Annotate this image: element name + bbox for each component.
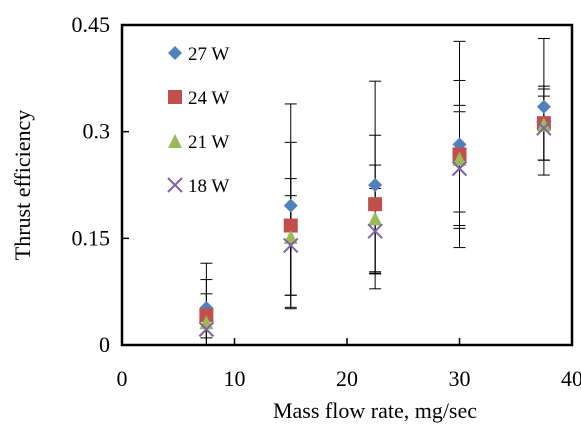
y-tick-label: 0.15 xyxy=(72,225,111,250)
plot-area xyxy=(120,23,574,347)
x-tick-label: 20 xyxy=(336,366,358,391)
data-point xyxy=(368,197,383,212)
legend-label: 24 W xyxy=(188,88,229,109)
data-point xyxy=(368,211,383,226)
legend-label: 18 W xyxy=(188,176,229,197)
y-axis: 0 0.15 0.3 0.45 xyxy=(72,12,129,357)
y-tick-label: 0.45 xyxy=(72,12,111,37)
x-tick-label: 30 xyxy=(449,366,471,391)
legend: 27 W 24 W 21 W 18 W xyxy=(167,44,229,197)
legend-label: 27 W xyxy=(188,44,229,65)
legend-marker xyxy=(168,90,182,104)
data-point xyxy=(367,223,383,239)
data-point xyxy=(536,117,551,132)
x-axis-title: Mass flow rate, mg/sec xyxy=(273,398,477,423)
data-point xyxy=(283,218,298,233)
x-axis: 0 10 20 30 40 xyxy=(117,338,581,391)
y-tick-label: 0.3 xyxy=(83,119,111,144)
data-point xyxy=(199,308,214,323)
x-tick-label: 0 xyxy=(117,366,128,391)
legend-marker xyxy=(168,46,182,60)
legend-label: 21 W xyxy=(188,132,229,153)
data-point xyxy=(452,151,467,166)
x-tick-label: 10 xyxy=(224,366,246,391)
data-point xyxy=(451,160,468,177)
data-points xyxy=(198,99,552,338)
data-point xyxy=(536,99,551,114)
data-point xyxy=(283,237,299,254)
y-axis-title: Thrust efficiency xyxy=(10,110,35,260)
legend-marker xyxy=(168,134,182,148)
data-point xyxy=(198,321,215,338)
legend-marker xyxy=(167,177,183,193)
data-point xyxy=(283,229,298,244)
data-point xyxy=(536,120,552,136)
x-tick-label: 40 xyxy=(561,366,581,391)
y-tick-label: 0 xyxy=(99,332,110,357)
data-point xyxy=(368,178,383,192)
data-point xyxy=(283,198,298,213)
